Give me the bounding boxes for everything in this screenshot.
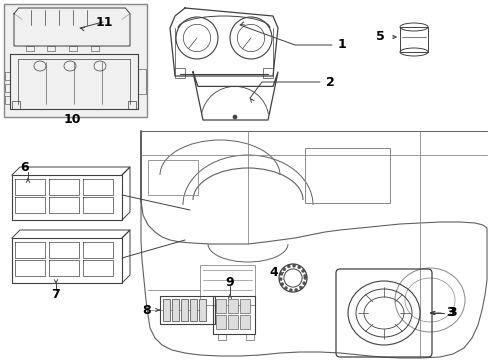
Ellipse shape: [279, 272, 283, 275]
Ellipse shape: [289, 289, 292, 292]
Text: 10: 10: [63, 113, 81, 126]
Bar: [172, 299, 179, 321]
Bar: [263, 68, 272, 78]
Ellipse shape: [294, 288, 297, 291]
Bar: [148, 160, 198, 195]
Text: 1: 1: [337, 39, 346, 51]
Ellipse shape: [280, 283, 283, 286]
Bar: [240, 315, 249, 329]
Ellipse shape: [297, 266, 300, 269]
Bar: [69, 46, 77, 51]
Text: 9: 9: [225, 275, 234, 288]
Bar: [213, 296, 254, 334]
Bar: [227, 299, 238, 313]
Bar: [218, 334, 225, 340]
Bar: [175, 68, 184, 78]
Bar: [25, 46, 34, 51]
Text: 3: 3: [445, 306, 454, 320]
Ellipse shape: [286, 265, 290, 268]
Bar: [91, 46, 99, 51]
Bar: [227, 315, 238, 329]
Bar: [128, 101, 136, 109]
Text: 7: 7: [52, 288, 60, 301]
Bar: [190, 299, 197, 321]
Bar: [12, 101, 20, 109]
Ellipse shape: [301, 269, 304, 273]
Bar: [47, 46, 55, 51]
Bar: [199, 299, 205, 321]
Bar: [216, 299, 225, 313]
Ellipse shape: [279, 278, 282, 280]
Text: 2: 2: [325, 76, 334, 89]
Bar: [181, 299, 187, 321]
Bar: [305, 148, 389, 203]
Bar: [399, 27, 427, 52]
Bar: [4, 4, 147, 117]
Ellipse shape: [282, 268, 285, 271]
Ellipse shape: [303, 276, 306, 279]
Ellipse shape: [292, 264, 295, 267]
Bar: [240, 299, 249, 313]
Bar: [160, 296, 215, 324]
Ellipse shape: [284, 287, 287, 289]
Bar: [245, 334, 253, 340]
Bar: [200, 265, 254, 305]
Bar: [216, 315, 225, 329]
Text: 11: 11: [95, 15, 113, 28]
Text: 4: 4: [269, 265, 278, 279]
Ellipse shape: [299, 286, 302, 289]
Bar: [5, 96, 10, 104]
Text: 3: 3: [447, 306, 456, 320]
Ellipse shape: [232, 115, 237, 119]
Ellipse shape: [302, 282, 305, 285]
Bar: [5, 72, 10, 80]
Text: 8: 8: [142, 303, 151, 316]
Bar: [163, 299, 170, 321]
Ellipse shape: [303, 274, 306, 277]
Text: 5: 5: [375, 31, 384, 44]
Text: 6: 6: [20, 162, 29, 175]
Bar: [5, 84, 10, 92]
Bar: [138, 69, 146, 94]
